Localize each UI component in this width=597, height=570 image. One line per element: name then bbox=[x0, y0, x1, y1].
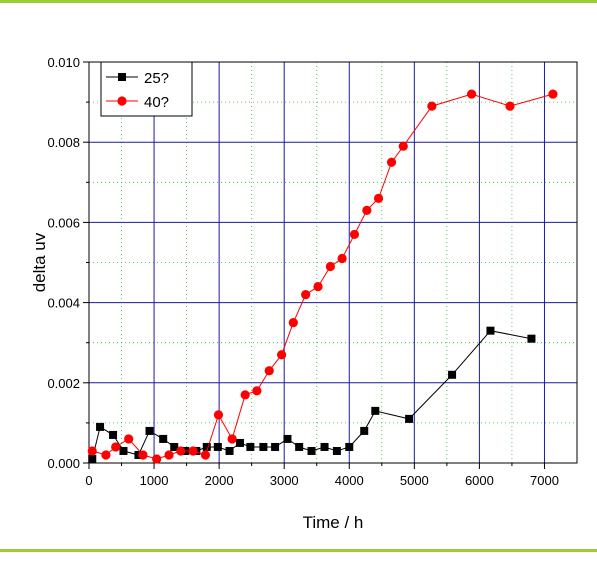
bottom-accent-bar bbox=[0, 549, 597, 552]
data-point-square bbox=[202, 442, 211, 451]
data-point-square bbox=[271, 442, 280, 451]
x-tick-label: 7000 bbox=[530, 473, 559, 488]
data-point-square bbox=[345, 442, 354, 451]
data-point-square bbox=[119, 446, 128, 455]
x-axis: 0 1000 2000 3000 4000 5000 6000 7000 bbox=[85, 463, 559, 488]
data-point-circle bbox=[213, 410, 224, 420]
data-point-circle bbox=[101, 450, 111, 460]
x-tick-label: 5000 bbox=[400, 473, 429, 488]
data-point-square bbox=[320, 442, 329, 451]
data-point-circle bbox=[276, 350, 287, 360]
series-line bbox=[92, 93, 554, 460]
series-layer bbox=[87, 89, 558, 464]
data-point-square bbox=[527, 334, 536, 343]
data-point-square bbox=[371, 406, 380, 415]
data-point-square bbox=[235, 438, 244, 447]
major-grid bbox=[89, 62, 577, 463]
data-point-square bbox=[332, 446, 341, 455]
data-point-circle bbox=[466, 89, 477, 99]
data-point-circle bbox=[200, 450, 211, 460]
data-point-circle bbox=[288, 318, 298, 328]
data-point-circle bbox=[301, 289, 311, 300]
data-point-circle bbox=[505, 101, 515, 111]
data-point-circle bbox=[252, 386, 262, 396]
data-point-circle bbox=[124, 434, 134, 444]
data-point-circle bbox=[227, 434, 237, 444]
minor-grid bbox=[89, 62, 577, 463]
data-point-square bbox=[145, 426, 154, 435]
x-tick-label: 2000 bbox=[205, 473, 234, 488]
y-tick-label: 0.006 bbox=[47, 215, 80, 230]
y-axis: 0.000 0.002 0.004 0.006 0.008 0.010 bbox=[47, 55, 89, 471]
data-point-square bbox=[486, 326, 495, 335]
data-point-circle bbox=[373, 193, 384, 203]
data-point-circle bbox=[240, 390, 250, 400]
top-accent-bar bbox=[0, 0, 597, 3]
data-point-square bbox=[283, 434, 292, 443]
data-point-square bbox=[225, 446, 234, 455]
x-axis-label: Time / h bbox=[303, 513, 364, 532]
data-point-circle bbox=[188, 446, 198, 456]
data-point-circle bbox=[176, 446, 186, 456]
data-point-square bbox=[109, 430, 118, 439]
data-point-square bbox=[448, 370, 457, 379]
data-point-square bbox=[159, 434, 168, 443]
data-point-circle bbox=[337, 253, 347, 264]
legend-marker-circle bbox=[117, 96, 127, 106]
data-point-circle bbox=[111, 442, 121, 452]
y-tick-label: 0.000 bbox=[47, 456, 80, 471]
data-point-circle bbox=[386, 157, 397, 167]
data-point-circle bbox=[427, 101, 437, 111]
data-point-square bbox=[213, 442, 222, 451]
y-axis-label: delta uv bbox=[30, 232, 49, 292]
data-point-circle bbox=[349, 229, 360, 240]
series-line bbox=[91, 330, 532, 460]
data-point-circle bbox=[398, 141, 408, 151]
x-tick-label: 6000 bbox=[465, 473, 494, 488]
data-point-circle bbox=[87, 446, 97, 456]
legend-label: 40? bbox=[144, 94, 169, 111]
data-point-square bbox=[405, 414, 414, 423]
legend-box bbox=[100, 61, 193, 117]
data-point-square bbox=[295, 442, 304, 451]
data-point-circle bbox=[548, 89, 558, 99]
series-circle bbox=[87, 89, 558, 464]
y-tick-label: 0.010 bbox=[47, 55, 80, 70]
x-tick-label: 1000 bbox=[140, 473, 169, 488]
y-tick-label: 0.004 bbox=[47, 296, 80, 311]
x-tick-label: 0 bbox=[85, 473, 92, 488]
data-point-square bbox=[96, 422, 105, 431]
data-point-square bbox=[360, 426, 369, 435]
data-point-circle bbox=[362, 205, 372, 215]
data-point-circle bbox=[325, 261, 335, 272]
x-tick-label: 3000 bbox=[270, 473, 299, 488]
data-point-circle bbox=[152, 454, 162, 464]
series-square bbox=[88, 326, 536, 463]
y-tick-label: 0.002 bbox=[47, 376, 80, 391]
legend: 25?40? bbox=[100, 61, 193, 117]
legend-label: 25? bbox=[144, 70, 169, 87]
data-point-square bbox=[307, 446, 316, 455]
data-point-circle bbox=[264, 366, 274, 376]
data-point-square bbox=[170, 442, 179, 451]
data-point-square bbox=[88, 454, 97, 463]
data-point-circle bbox=[164, 450, 174, 460]
data-point-circle bbox=[313, 281, 323, 292]
y-tick-label: 0.008 bbox=[47, 135, 80, 150]
data-point-circle bbox=[138, 450, 148, 460]
legend-marker-square bbox=[118, 73, 126, 81]
data-point-square bbox=[246, 442, 255, 451]
data-point-square bbox=[259, 442, 268, 451]
x-tick-label: 4000 bbox=[335, 473, 364, 488]
